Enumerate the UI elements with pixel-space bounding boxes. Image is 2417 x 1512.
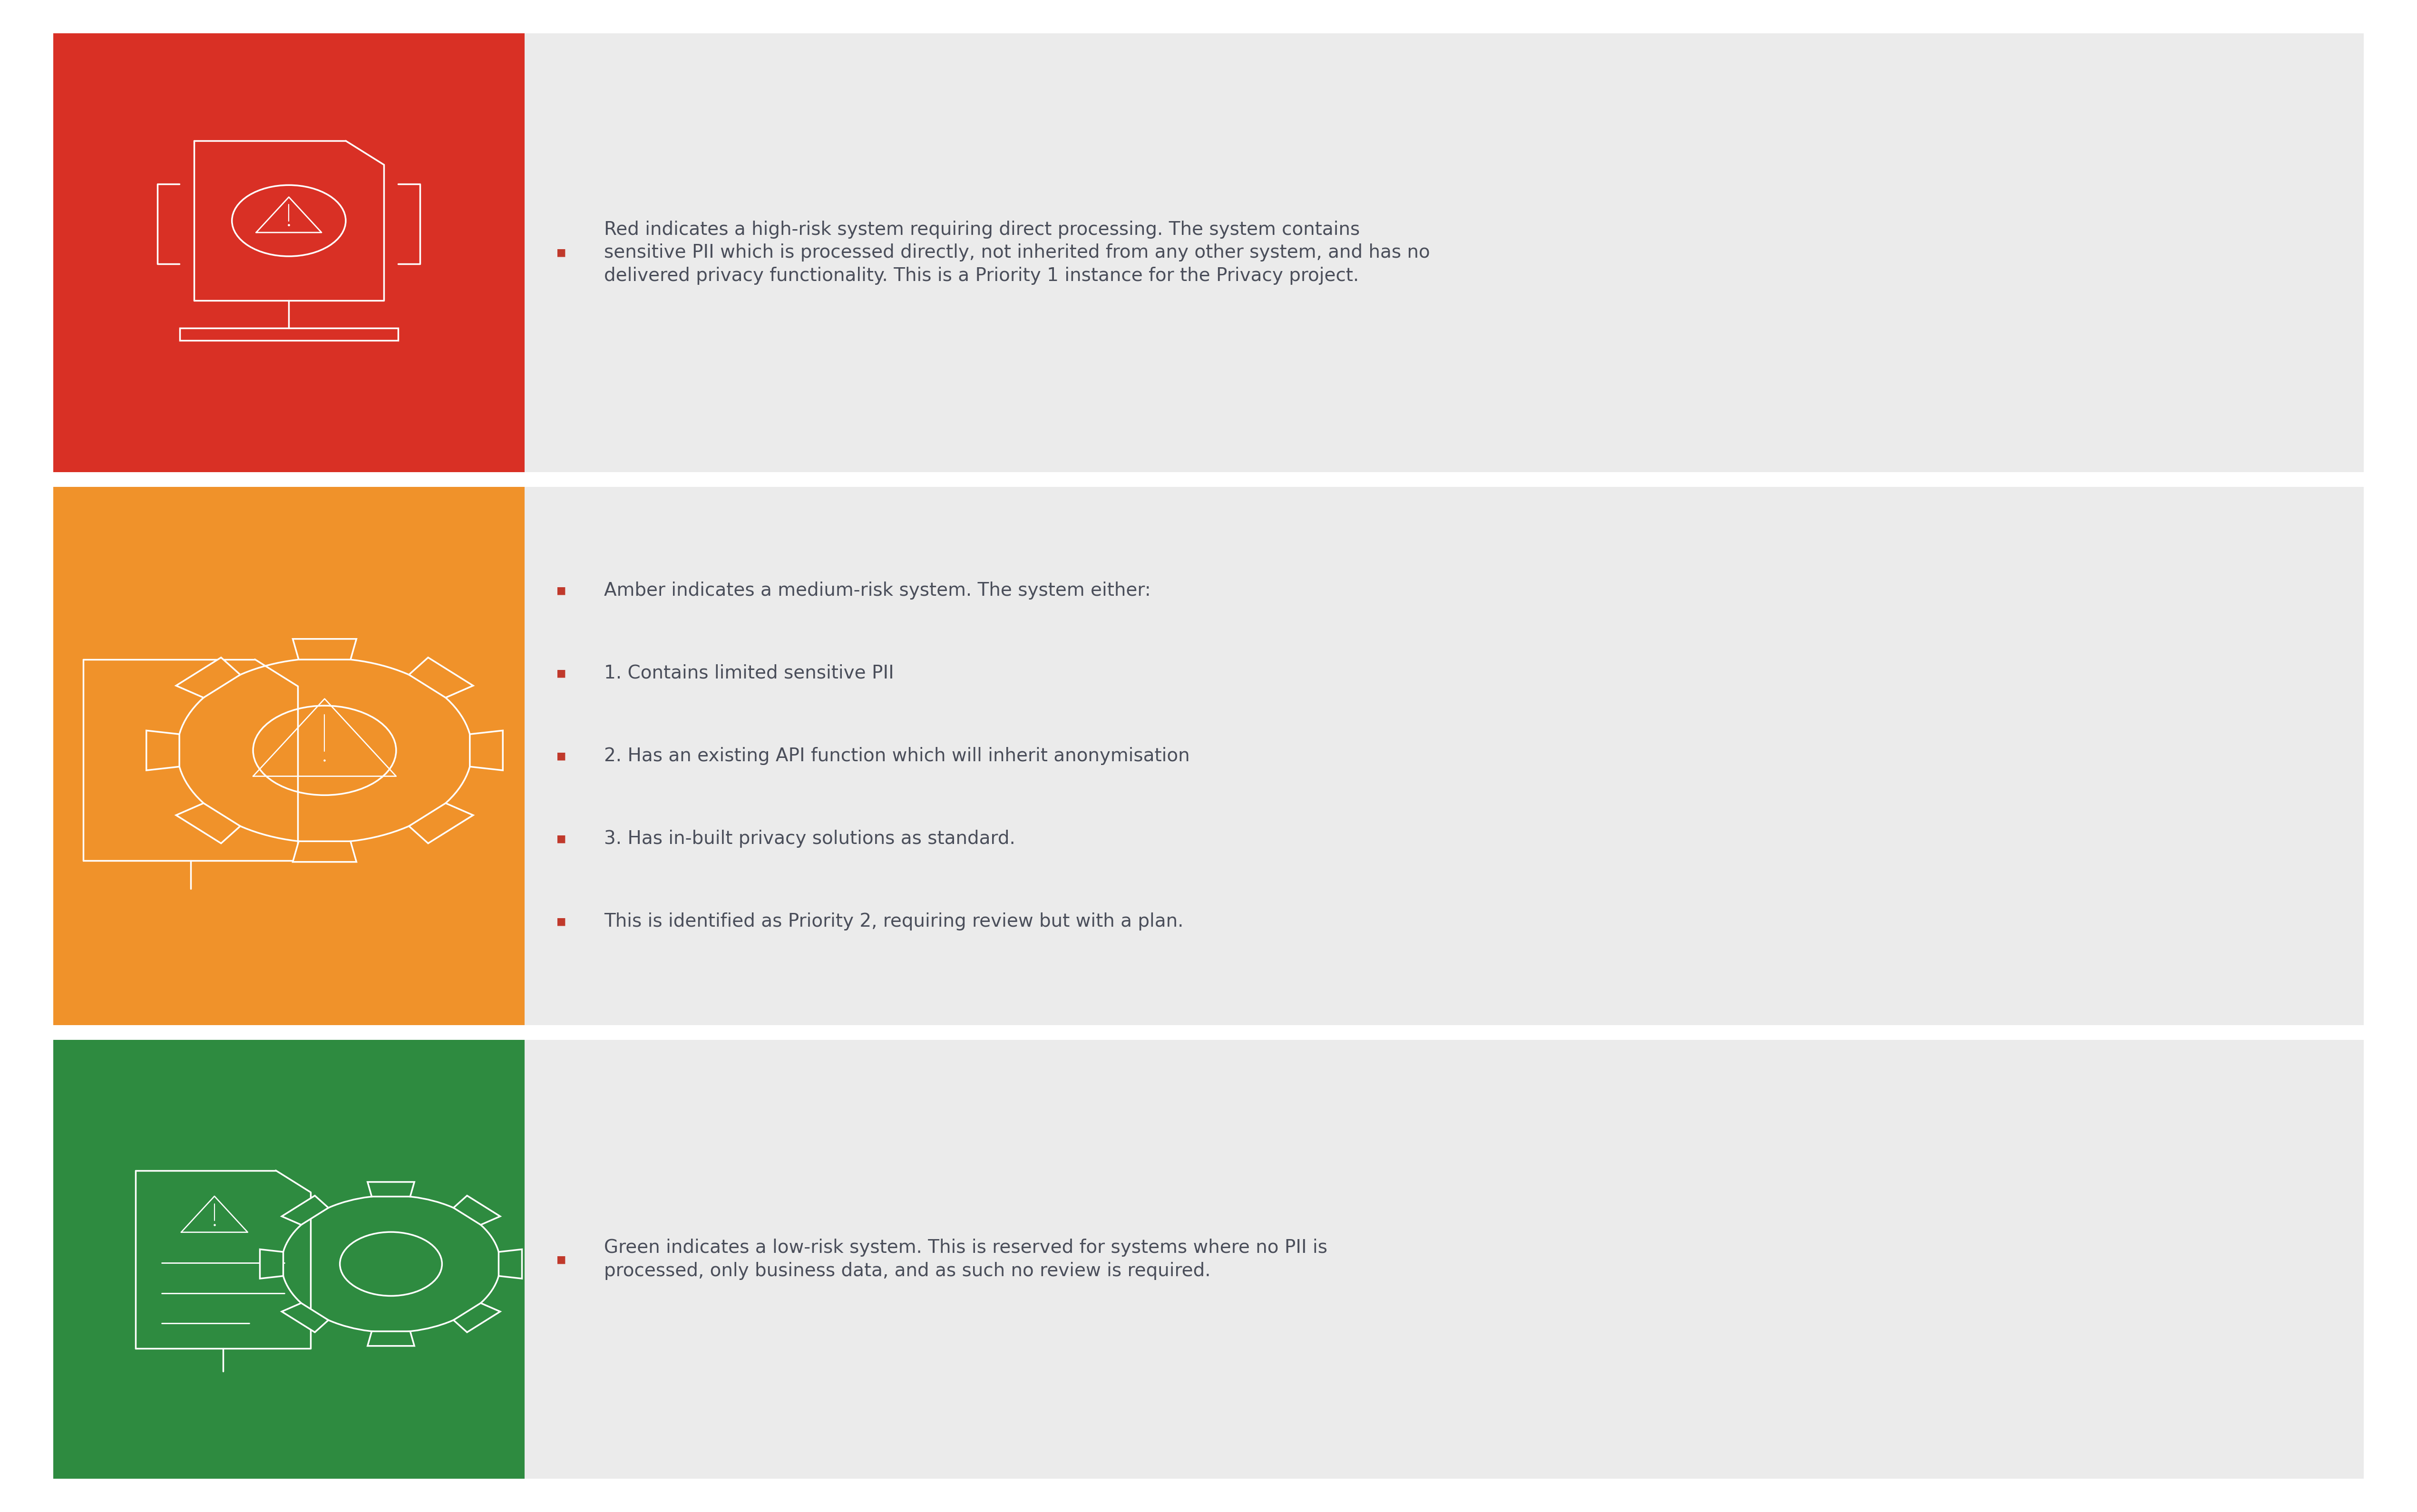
Text: ▪: ▪ [556, 832, 566, 847]
Polygon shape [176, 803, 239, 844]
Bar [179, 328, 399, 340]
Text: 2. Has an existing API function which will inherit anonymisation: 2. Has an existing API function which wi… [604, 747, 1189, 765]
Bar [53, 33, 2364, 472]
Polygon shape [498, 1249, 522, 1279]
Text: 3. Has in-built privacy solutions as standard.: 3. Has in-built privacy solutions as sta… [604, 830, 1015, 848]
Text: Red indicates a high-risk system requiring direct processing. The system contain: Red indicates a high-risk system requiri… [604, 221, 1431, 284]
Text: ▪: ▪ [556, 748, 566, 764]
Bar [53, 487, 2364, 1025]
Polygon shape [147, 730, 179, 770]
Polygon shape [283, 1303, 329, 1332]
Polygon shape [469, 730, 503, 770]
Polygon shape [454, 1303, 500, 1332]
Text: ▪: ▪ [556, 245, 566, 260]
Polygon shape [408, 658, 474, 697]
Polygon shape [292, 640, 355, 659]
Polygon shape [367, 1182, 413, 1196]
Polygon shape [261, 1249, 283, 1279]
Text: ▪: ▪ [556, 582, 566, 599]
Polygon shape [292, 841, 355, 862]
Bar [53, 1040, 524, 1479]
Polygon shape [454, 1196, 500, 1225]
Text: Amber indicates a medium-risk system. The system either:: Amber indicates a medium-risk system. Th… [604, 582, 1150, 600]
Polygon shape [176, 658, 239, 697]
Polygon shape [283, 1196, 329, 1225]
Text: This is identified as Priority 2, requiring review but with a plan.: This is identified as Priority 2, requir… [604, 912, 1184, 930]
Bar [53, 1040, 2364, 1479]
Bar [53, 33, 524, 472]
Polygon shape [408, 803, 474, 844]
Text: ▪: ▪ [556, 1252, 566, 1267]
Bar [53, 487, 524, 1025]
Text: 1. Contains limited sensitive PII: 1. Contains limited sensitive PII [604, 664, 894, 682]
Text: ▪: ▪ [556, 665, 566, 680]
Text: Green indicates a low-risk system. This is reserved for systems where no PII is
: Green indicates a low-risk system. This … [604, 1238, 1327, 1281]
Polygon shape [367, 1331, 413, 1346]
Text: ▪: ▪ [556, 913, 566, 930]
